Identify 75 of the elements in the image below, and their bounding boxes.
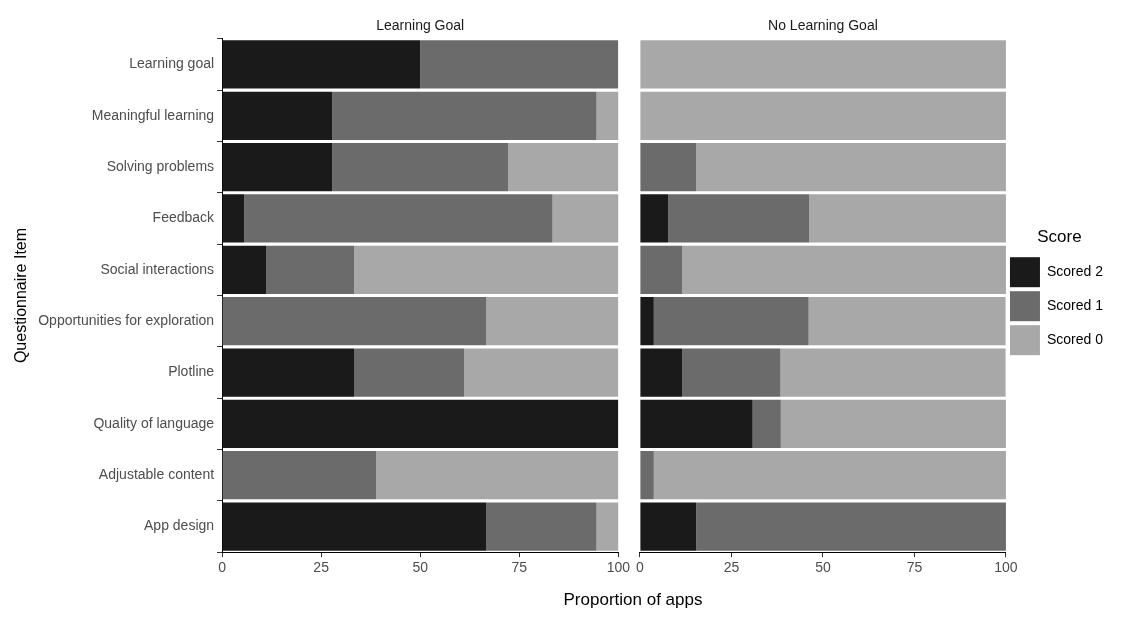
y-tick-label: Meaningful learning	[91, 106, 215, 123]
bar	[681, 348, 781, 397]
bar	[222, 399, 619, 448]
bar	[668, 194, 810, 243]
bar	[640, 194, 669, 243]
y-tick-label: Plotline	[168, 363, 215, 380]
bar	[266, 245, 355, 294]
bar	[420, 40, 619, 89]
bar	[222, 91, 333, 140]
bar	[222, 297, 487, 346]
bar	[640, 451, 654, 500]
x-tick-label: 0	[218, 559, 227, 576]
bar	[552, 194, 619, 243]
x-tick-label: 100	[994, 559, 1018, 576]
bar	[222, 194, 245, 243]
chart-title: No Learning Goal	[768, 16, 878, 33]
y-tick-label: Opportunities for exploration	[38, 312, 215, 329]
x-tick-label: 50	[815, 559, 831, 576]
bar	[640, 40, 1006, 89]
legend-label: Scored 2	[1046, 263, 1104, 280]
bar	[354, 245, 619, 294]
bar	[222, 451, 377, 500]
bar	[752, 399, 781, 448]
bar	[222, 245, 267, 294]
bar	[354, 348, 465, 397]
bar	[681, 245, 1006, 294]
bar	[596, 502, 619, 551]
y-tick-label: Learning goal	[129, 55, 215, 72]
bar	[222, 40, 421, 89]
x-tick-label: 50	[412, 559, 429, 576]
bar	[640, 143, 697, 192]
x-tick-label: 25	[723, 559, 740, 576]
bar	[508, 143, 619, 192]
legend-title: Score	[1037, 226, 1082, 246]
bar	[696, 143, 1006, 192]
bar	[780, 399, 1006, 448]
bar	[653, 297, 809, 346]
y-tick-label: Feedback	[152, 209, 216, 226]
bar	[640, 91, 1006, 140]
bar	[376, 451, 619, 500]
bar	[332, 143, 509, 192]
bar	[222, 348, 355, 397]
y-tick-label: Adjustable content	[98, 466, 215, 483]
x-tick-label: 25	[313, 559, 330, 576]
x-axis-title: Proportion of apps	[562, 590, 704, 610]
y-tick-label: Solving problems	[106, 158, 215, 175]
x-tick-label: 100	[606, 559, 631, 576]
bar	[244, 194, 553, 243]
x-tick-label: 75	[906, 559, 923, 576]
legend-label: Scored 1	[1046, 297, 1104, 314]
bar	[653, 451, 1006, 500]
bar	[486, 502, 597, 551]
bar	[332, 91, 597, 140]
y-tick-label: App design	[144, 517, 215, 534]
bar	[640, 245, 682, 294]
bar	[640, 502, 697, 551]
y-axis-title: Questionnaire Item	[12, 227, 30, 364]
bar	[780, 348, 1006, 397]
bar	[222, 502, 487, 551]
bar	[464, 348, 619, 397]
y-tick-label: Social interactions	[100, 260, 215, 277]
bar	[640, 399, 753, 448]
bar	[640, 297, 654, 346]
bar	[808, 297, 1006, 346]
legend-label: Scored 0	[1046, 331, 1104, 348]
x-tick-label: 75	[511, 559, 528, 576]
chart-title: Learning Goal	[376, 16, 465, 33]
x-tick-label: 0	[635, 559, 644, 576]
bar	[486, 297, 619, 346]
bar	[596, 91, 619, 140]
y-tick-label: Quality of language	[93, 414, 215, 431]
bar	[809, 194, 1006, 243]
bar	[222, 143, 333, 192]
bar	[696, 502, 1006, 551]
bar	[640, 348, 682, 397]
